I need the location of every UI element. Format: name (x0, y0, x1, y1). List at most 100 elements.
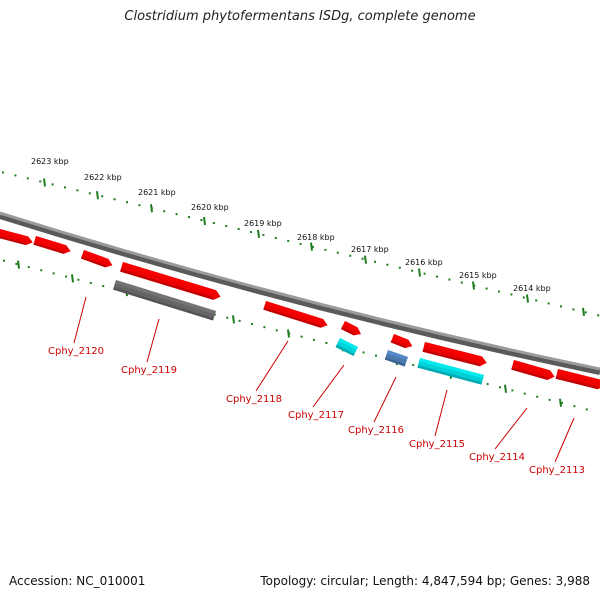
gene-shade (0, 236, 27, 246)
ruler-dot (88, 192, 91, 195)
gene-arrow-g4 (113, 280, 216, 321)
gene-highlight (121, 262, 217, 294)
ruler-dot (163, 210, 166, 213)
gene-shade (417, 365, 483, 385)
ruler-dot (312, 245, 314, 248)
ruler-major-tick (43, 178, 46, 187)
ruler-dot (313, 338, 315, 341)
ruler-dot (535, 299, 538, 302)
ruler-dot (325, 341, 328, 344)
ruler-dot (51, 183, 54, 186)
ruler-dot (40, 269, 43, 272)
gene-labels: Cphy_2120 Cphy_2119 Cphy_2118 Cphy_2117 Cphy… (48, 296, 585, 476)
ruler-dot (3, 259, 5, 262)
ruler-label: 2614 kbp (513, 284, 551, 293)
ruler-dot (138, 204, 141, 207)
gene-highlight (114, 280, 216, 315)
ruler-dot (498, 290, 500, 293)
ruler-dot (597, 314, 600, 317)
ruler-major-tick (526, 294, 529, 303)
ruler-major-tick (232, 315, 235, 324)
ruler-major-tick (559, 398, 562, 407)
ruler-dot (349, 254, 352, 257)
ruler-dot (448, 278, 451, 281)
ruler-dot (374, 260, 376, 263)
ruler-dot (299, 242, 302, 245)
ruler-dot (251, 323, 253, 326)
gene-body (335, 338, 358, 356)
ruler-dot (175, 213, 178, 216)
gene-label: Cphy_2116 (348, 425, 404, 436)
gene-shade (384, 357, 406, 367)
gene-arrow-g9 (384, 350, 408, 367)
ruler-major-tick (257, 229, 260, 239)
ruler-dot (126, 201, 128, 204)
ruler-dot (287, 239, 290, 242)
ruler-dot (362, 351, 365, 354)
ruler-label: 2618 kbp (297, 233, 335, 242)
ruler-dot (102, 285, 105, 288)
inner-ruler (3, 259, 588, 411)
gene-highlight (82, 250, 109, 262)
ruler-dot (27, 266, 30, 269)
ruler-label: 2623 kbp (31, 157, 69, 166)
gene-features (0, 229, 600, 390)
gene-highlight (513, 360, 551, 374)
ruler-dot (188, 216, 190, 219)
ruler-dot (522, 296, 525, 299)
gene-label-leader (434, 389, 448, 437)
ruler-major-tick (418, 268, 421, 277)
gene-shade (422, 349, 481, 367)
ruler-dot (77, 278, 80, 281)
genome-summary-text: Topology: circular; Length: 4,847,594 bp… (260, 574, 590, 588)
ruler-dot (412, 364, 415, 367)
ruler-dot (486, 383, 489, 386)
ruler-dot (510, 293, 513, 296)
ruler-major-tick (310, 242, 313, 251)
gene-arrow-g12 (511, 360, 555, 380)
ruler-major-tick (287, 329, 290, 338)
ruler-label: 2615 kbp (459, 271, 497, 280)
ruler-major-tick (203, 216, 206, 226)
ruler-major-tick (472, 281, 475, 290)
ruler-dot (64, 186, 66, 189)
map-title: Clostridium phytofermentans ISDg, comple… (124, 9, 476, 24)
ruler-dot (65, 275, 67, 278)
ruler-label: 2616 kbp (405, 258, 443, 267)
ruler-dot (511, 389, 514, 392)
ruler-major-tick (364, 255, 367, 264)
ruler-dot (262, 233, 265, 236)
gene-shade (555, 376, 599, 390)
ruler-dot (573, 405, 576, 408)
ruler-dot (547, 302, 550, 305)
gene-shade (113, 287, 214, 321)
gene-label-leader (146, 318, 160, 363)
gene-shade (120, 269, 215, 300)
gene-shade (390, 340, 406, 349)
gene-highlight (343, 321, 358, 331)
ruler-dot (2, 171, 4, 174)
gene-label-leader (312, 364, 345, 408)
ruler-dot (548, 398, 551, 401)
backbone-line (0, 211, 600, 371)
ruler-dot (386, 263, 389, 266)
gene-label: Cphy_2120 (48, 346, 104, 357)
gene-arrow-g5 (263, 301, 328, 328)
ruler-label: 2620 kbp (191, 203, 229, 212)
gene-shade (340, 327, 355, 336)
gene-label: Cphy_2113 (529, 465, 585, 476)
ruler-dot (523, 392, 526, 395)
ruler-dot (14, 174, 17, 177)
ruler-dot (250, 231, 252, 233)
accession-text: Accession: NC_010001 (9, 574, 146, 588)
ruler-dot (361, 257, 364, 260)
ruler-dot (561, 402, 563, 405)
ruler-dot (460, 281, 463, 284)
gene-label-leader (255, 340, 289, 392)
ruler-dot (200, 219, 203, 222)
gene-arrow-g0 (0, 229, 33, 246)
gene-label: Cphy_2117 (288, 410, 344, 421)
ruler-dot (89, 281, 92, 284)
ruler-dot (212, 222, 215, 225)
ruler-dot (275, 329, 278, 332)
